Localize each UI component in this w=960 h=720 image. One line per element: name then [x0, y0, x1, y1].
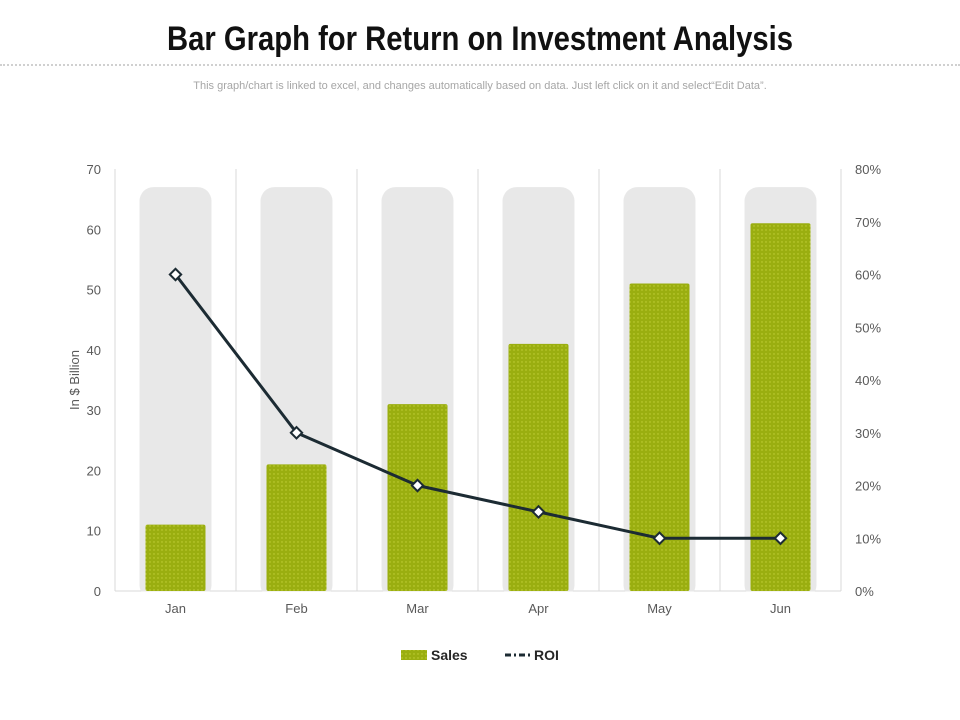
y2-tick-label: 10%: [855, 531, 881, 546]
roi-point-feb: [289, 425, 304, 440]
roi-point-may: [652, 531, 667, 546]
sales-bars: [145, 223, 811, 591]
roi-point-jan: [168, 267, 183, 282]
y-tick-label: 30: [87, 403, 101, 418]
x-tick-label: Jan: [165, 601, 186, 616]
roi-line: [174, 273, 781, 540]
y2-tick-label: 70%: [855, 215, 881, 230]
legend-roi-label: ROI: [534, 647, 559, 663]
roi-point-apr: [531, 504, 546, 519]
y-axis-label: In $ Billion: [67, 350, 82, 410]
y-tick-label: 0: [94, 584, 101, 599]
y-tick-label: 60: [87, 222, 101, 237]
y2-tick-label: 40%: [855, 373, 881, 388]
axis-mask: [113, 591, 843, 604]
axes: 0 10 20 30 40 50 60 70 0% 10% 20% 30% 40% 50% 60% 70% 80…: [67, 162, 881, 616]
x-tick-label: Mar: [406, 601, 429, 616]
title-divider: [0, 64, 960, 66]
gridlines: [114, 169, 842, 592]
bar-jun: [750, 223, 811, 591]
bar-mar: [387, 404, 448, 591]
y2-tick-label: 0%: [855, 584, 874, 599]
roi-point-mar: [410, 478, 425, 493]
y-tick-label: 70: [87, 162, 101, 177]
y2-tick-label: 30%: [855, 426, 881, 441]
bar-jan: [145, 524, 206, 591]
roi-line-series: [168, 267, 788, 546]
bar-may: [629, 283, 690, 591]
legend-sales-label: Sales: [431, 647, 468, 663]
y-tick-label: 50: [87, 283, 101, 298]
x-tick-label: Apr: [528, 601, 549, 616]
y2-tick-label: 20%: [855, 479, 881, 494]
y2-tick-label: 50%: [855, 320, 881, 335]
y2-tick-label: 60%: [855, 268, 881, 283]
page-subtitle: This graph/chart is linked to excel, and…: [193, 80, 767, 92]
roi-point-jun: [773, 531, 788, 546]
x-tick-label: Jun: [770, 601, 791, 616]
y-tick-label: 10: [87, 524, 101, 539]
y2-tick-label: 80%: [855, 162, 881, 177]
chart-legend: Sales ROI: [401, 647, 559, 663]
x-tick-label: Feb: [285, 601, 307, 616]
bar-feb: [266, 464, 327, 591]
bar-apr: [508, 343, 569, 591]
background-bar: [139, 187, 212, 600]
page-title: Bar Graph for Return on Investment Analy…: [166, 20, 794, 58]
x-tick-label: May: [647, 601, 672, 616]
y-tick-label: 20: [87, 463, 101, 478]
legend-sales-swatch: [401, 650, 427, 660]
y-tick-label: 40: [87, 343, 101, 358]
